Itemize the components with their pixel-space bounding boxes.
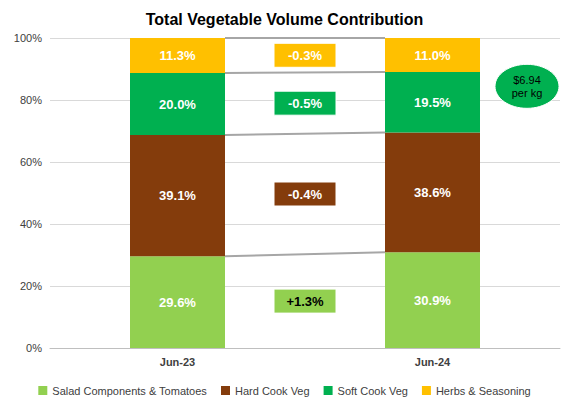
svg-text:Jun-23: Jun-23 (160, 356, 195, 368)
svg-text:0%: 0% (26, 342, 42, 354)
svg-text:Herbs & Seasoning: Herbs & Seasoning (436, 385, 531, 397)
svg-text:Soft Cook Veg: Soft Cook Veg (338, 385, 408, 397)
svg-text:100%: 100% (14, 32, 42, 44)
svg-text:Total Vegetable Volume Contrib: Total Vegetable Volume Contribution (146, 11, 424, 28)
svg-text:per kg: per kg (512, 87, 543, 99)
svg-text:80%: 80% (20, 94, 42, 106)
svg-text:11.3%: 11.3% (159, 48, 196, 63)
svg-text:-0.3%: -0.3% (288, 48, 322, 63)
svg-text:-0.5%: -0.5% (288, 96, 322, 111)
svg-text:Jun-24: Jun-24 (415, 356, 451, 368)
svg-text:38.6%: 38.6% (414, 185, 451, 200)
svg-text:29.6%: 29.6% (159, 295, 196, 310)
svg-text:$6.94: $6.94 (513, 74, 541, 86)
svg-text:Salad Components & Tomatoes: Salad Components & Tomatoes (52, 385, 207, 397)
svg-text:60%: 60% (20, 156, 42, 168)
svg-text:39.1%: 39.1% (159, 188, 196, 203)
svg-text:11.0%: 11.0% (414, 48, 451, 63)
svg-text:+1.3%: +1.3% (286, 294, 324, 309)
svg-text:20.0%: 20.0% (159, 97, 196, 112)
svg-text:20%: 20% (20, 280, 42, 292)
svg-text:-0.4%: -0.4% (288, 187, 322, 202)
svg-text:Hard Cook Veg: Hard Cook Veg (235, 385, 310, 397)
svg-text:40%: 40% (20, 218, 42, 230)
svg-text:30.9%: 30.9% (414, 293, 451, 308)
svg-text:19.5%: 19.5% (414, 95, 451, 110)
